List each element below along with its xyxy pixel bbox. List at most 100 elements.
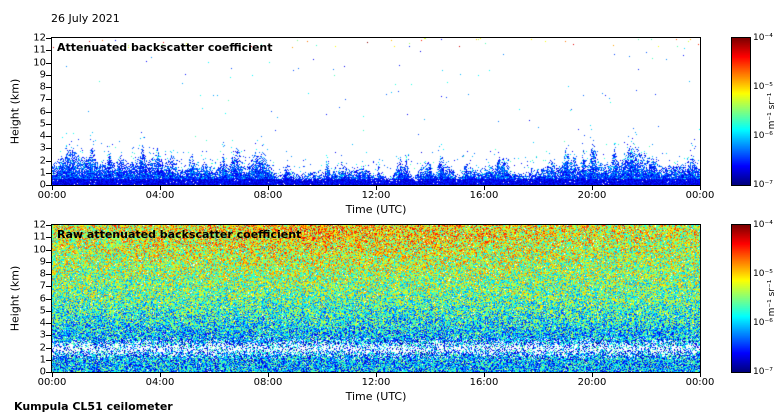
attenuated-backscatter-heatmap-canvas (52, 38, 700, 185)
y-tick-mark (46, 359, 51, 361)
y-tick-label: 9 (39, 256, 46, 268)
x-tick-mark (52, 373, 53, 377)
x-tick-label: 00:00 (685, 190, 715, 201)
y-tick-label: 3 (39, 329, 46, 341)
y-tick-label: 2 (39, 342, 46, 353)
y-tick-label: 8 (39, 268, 46, 280)
y-tick-mark (46, 249, 51, 251)
x-tick-label: 00:00 (37, 190, 67, 201)
x-tick-mark (484, 186, 485, 190)
x-tick-mark (484, 373, 485, 377)
colorbar-2 (731, 224, 751, 373)
y-tick-mark (46, 87, 51, 88)
y-tick-mark (46, 38, 51, 39)
panel2-title: Raw attenuated backscatter coefficient (57, 228, 302, 241)
y-tick-mark (46, 136, 51, 137)
x-tick-label: 16:00 (469, 190, 499, 201)
panel1-title: Attenuated backscatter coefficient (57, 41, 273, 54)
y-tick-mark (46, 99, 51, 101)
x-tick-mark (376, 373, 377, 377)
raw-backscatter-plot (51, 224, 701, 373)
colorbar-2-gradient-canvas (732, 225, 750, 372)
x-tick-label: 12:00 (361, 190, 391, 201)
colorbar-1-gradient-canvas (732, 38, 750, 185)
y-tick-label: 3 (39, 142, 46, 154)
y-tick-mark (46, 261, 51, 263)
y-tick-mark (46, 237, 51, 239)
y-tick-label: 0 (39, 366, 46, 378)
y-tick-mark (46, 62, 51, 64)
x-tick-label: 04:00 (145, 190, 175, 201)
instrument-label: Kumpula CL51 ceilometer (14, 400, 173, 413)
y-tick-mark (46, 50, 51, 52)
y-tick-label: 7 (39, 280, 46, 292)
x-tick-mark (268, 373, 269, 377)
colorbar-tick-label: 10⁻⁶ (753, 318, 773, 328)
y-tick-mark (46, 160, 51, 162)
y-tick-mark (46, 185, 51, 186)
x-tick-mark (376, 186, 377, 190)
x-tick-mark (592, 186, 593, 190)
x-tick-label: 20:00 (577, 190, 607, 201)
y-tick-label: 0 (39, 179, 46, 191)
y-tick-label: 2 (39, 155, 46, 166)
y-tick-label: 6 (39, 106, 46, 117)
y-tick-mark (46, 172, 51, 174)
x-tick-mark (592, 373, 593, 377)
y-tick-mark (46, 347, 51, 349)
y-tick-mark (46, 148, 51, 150)
y-tick-label: 4 (39, 317, 46, 329)
y-tick-mark (46, 274, 51, 275)
y-tick-mark (46, 123, 51, 125)
y-tick-label: 9 (39, 69, 46, 81)
colorbar-tick-label: 10⁻⁶ (753, 131, 773, 141)
y-tick-label: 12 (33, 32, 46, 44)
panel1-x-axis-label: Time (UTC) (345, 203, 407, 216)
panel2-x-axis-label: Time (UTC) (345, 390, 407, 403)
colorbar-tick-label: 10⁻⁵ (753, 82, 773, 92)
y-tick-label: 5 (39, 118, 46, 130)
x-tick-label: 04:00 (145, 377, 175, 388)
y-tick-label: 5 (39, 305, 46, 317)
y-tick-label: 11 (33, 231, 46, 243)
x-tick-mark (268, 186, 269, 190)
x-tick-mark (700, 186, 701, 190)
x-tick-label: 16:00 (469, 377, 499, 388)
y-tick-label: 8 (39, 81, 46, 93)
x-tick-label: 08:00 (253, 377, 283, 388)
colorbar-tick-label: 10⁻⁴ (753, 33, 773, 43)
y-tick-label: 1 (39, 354, 46, 366)
y-tick-label: 1 (39, 167, 46, 179)
date-label: 26 July 2021 (51, 12, 120, 25)
x-tick-label: 08:00 (253, 190, 283, 201)
x-tick-mark (160, 186, 161, 190)
colorbar-tick-label: 10⁻⁴ (753, 220, 773, 230)
x-tick-mark (700, 373, 701, 377)
x-tick-label: 12:00 (361, 377, 391, 388)
attenuated-backscatter-plot (51, 37, 701, 186)
y-tick-label: 11 (33, 44, 46, 56)
x-tick-label: 00:00 (685, 377, 715, 388)
y-tick-mark (46, 323, 51, 324)
y-tick-label: 7 (39, 93, 46, 105)
y-tick-mark (46, 225, 51, 226)
y-tick-label: 12 (33, 219, 46, 231)
x-tick-label: 20:00 (577, 377, 607, 388)
y-tick-label: 6 (39, 293, 46, 304)
colorbar-tick-label: 10⁻⁷ (753, 367, 773, 377)
y-tick-mark (46, 298, 51, 300)
colorbar-tick-label: 10⁻⁵ (753, 269, 773, 279)
y-tick-label: 10 (33, 57, 46, 68)
y-tick-mark (46, 310, 51, 312)
y-tick-label: 10 (33, 244, 46, 255)
colorbar-1 (731, 37, 751, 186)
y-tick-label: 4 (39, 130, 46, 142)
y-tick-mark (46, 372, 51, 373)
y-tick-mark (46, 111, 51, 113)
x-tick-mark (52, 186, 53, 190)
x-tick-mark (160, 373, 161, 377)
x-tick-label: 00:00 (37, 377, 67, 388)
colorbar-tick-label: 10⁻⁷ (753, 180, 773, 190)
raw-backscatter-heatmap-canvas (52, 225, 700, 372)
